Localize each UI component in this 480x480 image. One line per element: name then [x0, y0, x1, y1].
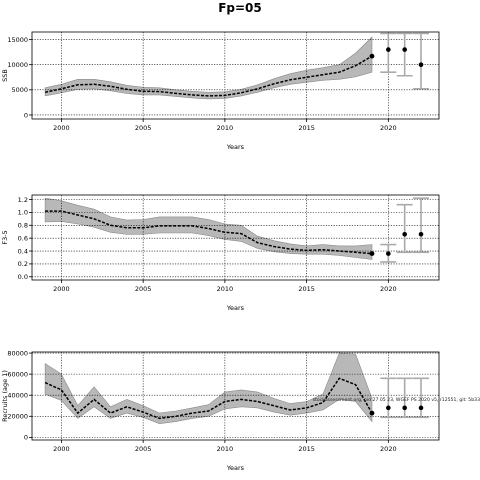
f-y-tick-label: 0.2	[18, 260, 28, 268]
ssb-x-tick-label: 2020	[380, 124, 397, 132]
f-y-tick-label: 0.8	[18, 222, 28, 230]
ssb-y-tick-label: 10000	[7, 61, 28, 69]
version-stamp: stockassessment.org, pid 27 05 23, WGEF …	[313, 397, 480, 403]
ssb-confidence-band	[44, 36, 373, 100]
recruits-confidence-band	[44, 352, 373, 425]
recruits-y-tick-label: 80000	[7, 349, 28, 357]
f-x-tick-label: 2020	[380, 285, 397, 293]
f-axes-frame	[31, 194, 440, 281]
ssb-y-tick-label: 5000	[11, 86, 28, 94]
recruits-last-estimate-point	[369, 410, 375, 416]
fishing-mortality-panel: 2000 2005 2010 2015 2020 0.0 0.2 0.4 0.6 0.8 1.0 1.…	[1, 194, 440, 312]
f-y-axis-label: F3-5	[1, 230, 9, 244]
ssb-y-tick-label: 0	[24, 111, 28, 119]
recruits-y-tick-label: 40000	[7, 392, 28, 400]
f-estimate-line	[45, 210, 373, 255]
ssb-y-tick-label: 15000	[7, 36, 28, 44]
f-x-tick-label: 2015	[298, 285, 315, 293]
ssb-x-tick-label: 2000	[53, 124, 70, 132]
f-y-tick-label: 1.2	[18, 196, 28, 204]
ssb-x-tick-label: 2005	[135, 124, 152, 132]
recruits-axes-frame	[31, 351, 440, 441]
recruits-y-axis-label: Recruits (age 1)	[1, 370, 9, 422]
f-forecast-point	[402, 231, 407, 237]
f-y-tick-label: 1.0	[18, 209, 28, 217]
recruits-y-tick-label: 60000	[7, 370, 28, 378]
recruits-forecast-point	[402, 405, 407, 411]
f-x-tick-label: 2005	[135, 285, 152, 293]
recruits-x-tick-label: 2000	[53, 445, 70, 453]
f-y-tick-label: 0.4	[18, 247, 28, 255]
recruitment-panel: 2000 2005 2010 2015 2020 0 20000 40000 60000 8000…	[1, 349, 480, 472]
f-x-axis-label: Years	[226, 304, 245, 312]
recruits-estimate-line	[44, 377, 373, 420]
ssb-forecast-point	[402, 47, 407, 52]
recruits-forecast-point	[386, 405, 391, 411]
recruits-forecast-point	[418, 405, 424, 411]
f-forecast-point	[418, 231, 424, 237]
ssb-x-tick-label: 2010	[217, 124, 234, 132]
f-x-tick-label: 2010	[217, 285, 234, 293]
ssb-last-estimate-point	[369, 53, 375, 59]
recruits-x-tick-label: 2020	[380, 445, 397, 453]
f-last-estimate-point	[369, 251, 375, 256]
recruits-x-axis-label: Years	[226, 464, 245, 472]
ssb-x-tick-label: 2015	[298, 124, 315, 132]
ssb-estimate-line	[44, 55, 373, 97]
recruits-x-tick-label: 2015	[298, 445, 315, 453]
ssb-forecast-point	[386, 47, 391, 52]
ssb-panel: 2000 2005 2010 2015 2020 0 5000 10000 15000 Years…	[1, 31, 440, 151]
f-y-tick-label: 0.6	[18, 234, 28, 242]
f-forecast-point	[386, 251, 391, 256]
recruits-x-tick-label: 2010	[217, 445, 234, 453]
f-y-tick-label: 0.0	[18, 273, 28, 281]
ssb-forecast-point	[418, 62, 424, 67]
figure-title: Fp=05	[218, 1, 262, 15]
ssb-x-axis-label: Years	[226, 143, 245, 151]
ssb-axes-frame	[31, 31, 440, 120]
ssb-y-axis-label: SSB	[1, 69, 9, 82]
f-x-tick-label: 2000	[53, 285, 70, 293]
recruits-y-tick-label: 0	[24, 434, 28, 442]
recruits-x-tick-label: 2005	[135, 445, 152, 453]
recruits-y-tick-label: 20000	[7, 413, 28, 421]
